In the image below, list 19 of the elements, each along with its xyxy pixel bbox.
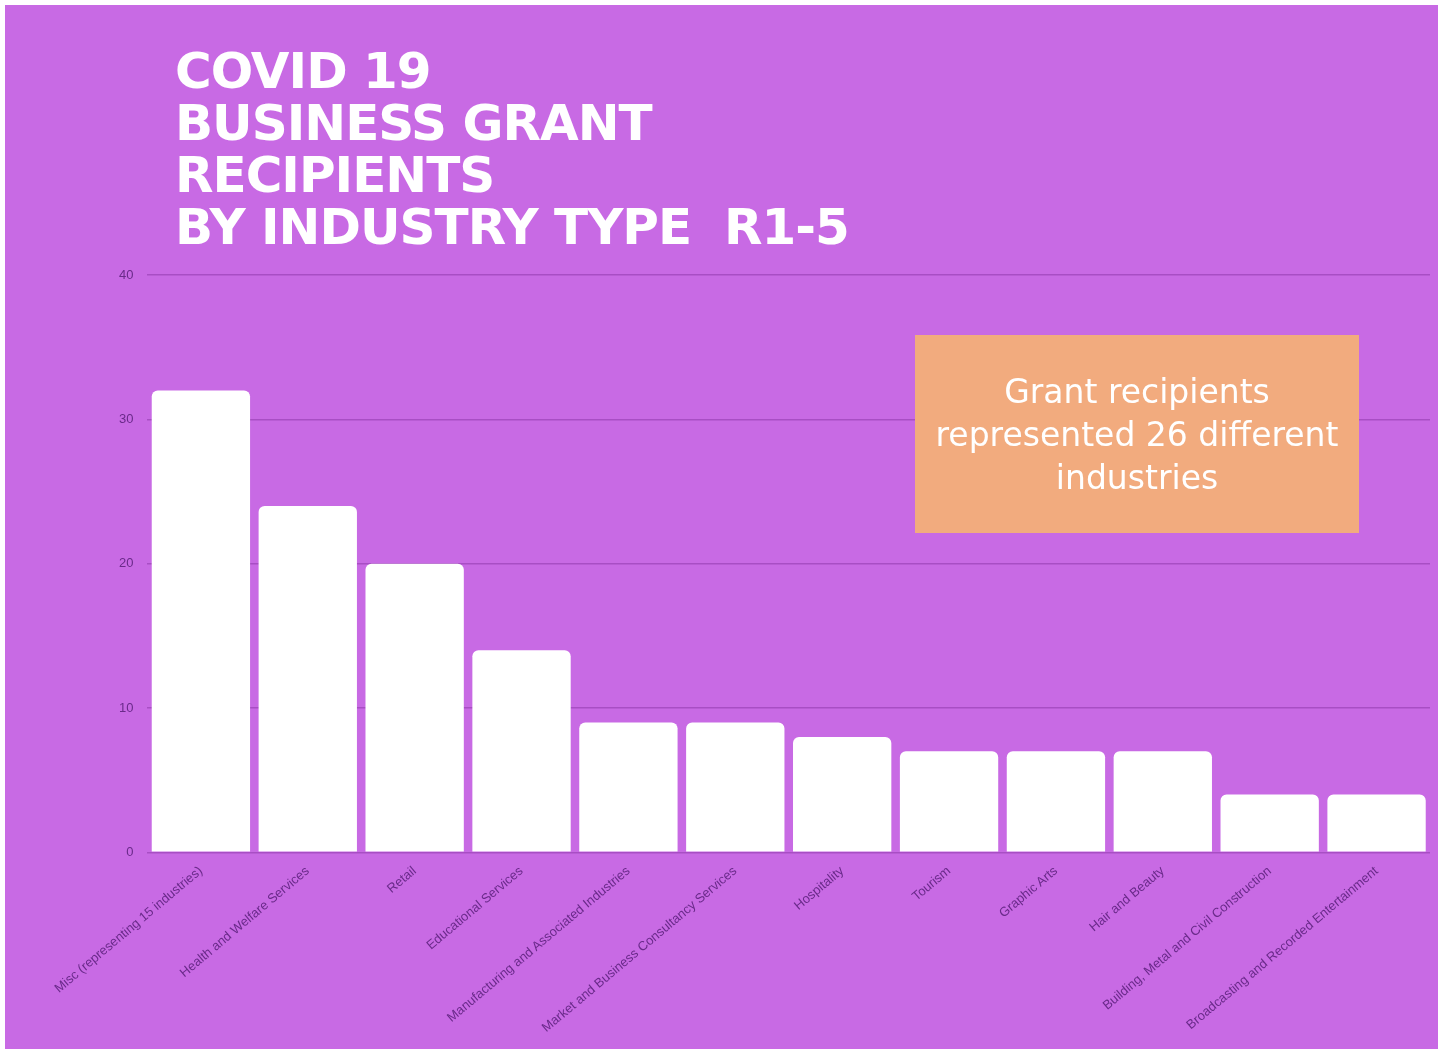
bar — [579, 722, 678, 852]
bar — [686, 722, 785, 852]
bar — [151, 390, 251, 852]
y-tick-label: 10 — [118, 699, 134, 715]
bar — [899, 751, 999, 852]
bar — [1113, 751, 1212, 852]
bar — [1006, 751, 1106, 852]
y-tick-label: 30 — [118, 410, 134, 426]
bar — [1327, 794, 1426, 852]
bar — [472, 650, 571, 852]
bar — [365, 563, 464, 852]
bar — [1220, 794, 1319, 852]
y-tick-label: 20 — [118, 555, 134, 571]
y-tick-label: 0 — [126, 843, 134, 859]
bar — [793, 736, 892, 852]
y-tick-label: 40 — [118, 266, 134, 282]
chart-title: COVID 19 BUSINESS GRANT RECIPIENTS BY INDUSTRY TYPE R1-5 — [175, 42, 849, 256]
annotation: Grant recipients represented 26 different industries — [915, 335, 1359, 533]
bar — [258, 505, 357, 852]
